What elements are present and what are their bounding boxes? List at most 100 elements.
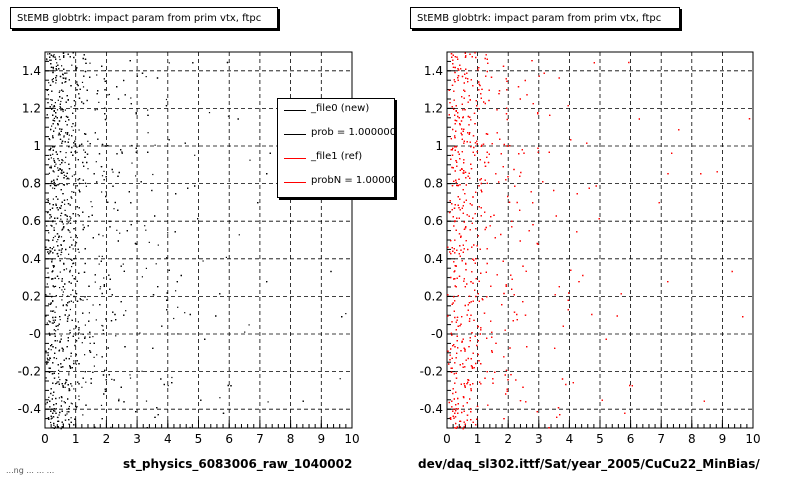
data-point [87,140,89,142]
data-point [81,342,83,344]
data-point [54,311,56,313]
data-point [63,56,65,58]
data-point [50,59,52,61]
data-point [499,138,501,140]
data-point [51,344,53,346]
data-point [500,233,502,236]
data-point [51,125,53,127]
data-point [46,401,48,404]
data-point [51,322,53,324]
data-point [58,383,60,385]
data-point [62,73,64,75]
data-point [117,175,119,177]
data-point [65,132,67,134]
data-point [128,191,130,193]
data-point [107,347,109,349]
data-point [104,145,106,147]
data-point [61,347,63,349]
data-point [266,173,268,175]
data-point [67,337,69,339]
data-point [486,182,488,184]
data-point [54,165,56,167]
data-point [73,295,75,298]
data-point [54,335,56,337]
data-point [60,107,62,109]
data-point [54,249,56,251]
data-point [56,153,58,155]
data-point [61,383,63,385]
data-point [53,110,55,112]
data-point [168,139,170,141]
data-point [140,181,142,183]
data-point [103,285,105,287]
data-point [66,305,68,307]
data-point [89,143,91,145]
data-point [77,248,79,250]
data-point [60,205,62,207]
data-point [490,76,493,78]
data-point [61,82,63,84]
data-point [53,408,55,410]
data-point [50,147,52,149]
data-point [49,59,51,61]
data-point [49,106,51,108]
data-point [187,187,189,189]
data-point [94,132,96,134]
data-point [506,388,508,390]
data-point [76,81,78,83]
data-point [84,371,86,373]
data-point [59,168,61,170]
data-point [84,296,86,298]
data-point [84,182,87,184]
data-point [47,102,49,104]
data-point [75,235,77,237]
data-point [557,407,560,409]
data-point [59,379,61,381]
data-point [52,252,54,254]
data-point [91,206,93,208]
data-point [108,274,110,276]
data-point [56,241,58,243]
data-point [96,93,98,95]
data-point [50,349,52,351]
data-point [53,229,55,231]
data-point [70,421,72,423]
data-point [78,251,80,253]
x-tick-label: 8 [688,432,696,446]
data-point [81,143,83,145]
data-point [62,423,64,425]
data-point [71,275,74,277]
data-point [82,228,84,231]
data-point [74,151,76,153]
data-point [88,312,90,314]
data-point [78,337,80,339]
data-point [61,289,63,291]
data-point [111,168,113,171]
data-point [67,295,69,297]
data-point [461,151,463,153]
data-point [75,340,78,342]
data-point [123,270,125,272]
x-tick-label: 3 [133,432,141,446]
data-point [60,335,62,337]
y-tick-label: 1 [33,139,41,153]
data-point [49,252,51,254]
data-point [110,426,112,428]
data-point [537,243,539,245]
data-point [48,138,50,140]
data-point [79,144,81,146]
data-point [257,202,259,204]
data-point [62,350,64,352]
data-point [49,303,51,305]
data-point [219,293,221,295]
data-point [46,114,48,116]
data-point [67,316,69,318]
data-point [52,78,54,80]
data-point [53,246,55,248]
data-point [109,226,111,228]
data-point [123,401,125,403]
data-point [100,166,103,168]
data-point [74,125,76,127]
data-point [166,292,168,294]
data-point [66,72,68,74]
